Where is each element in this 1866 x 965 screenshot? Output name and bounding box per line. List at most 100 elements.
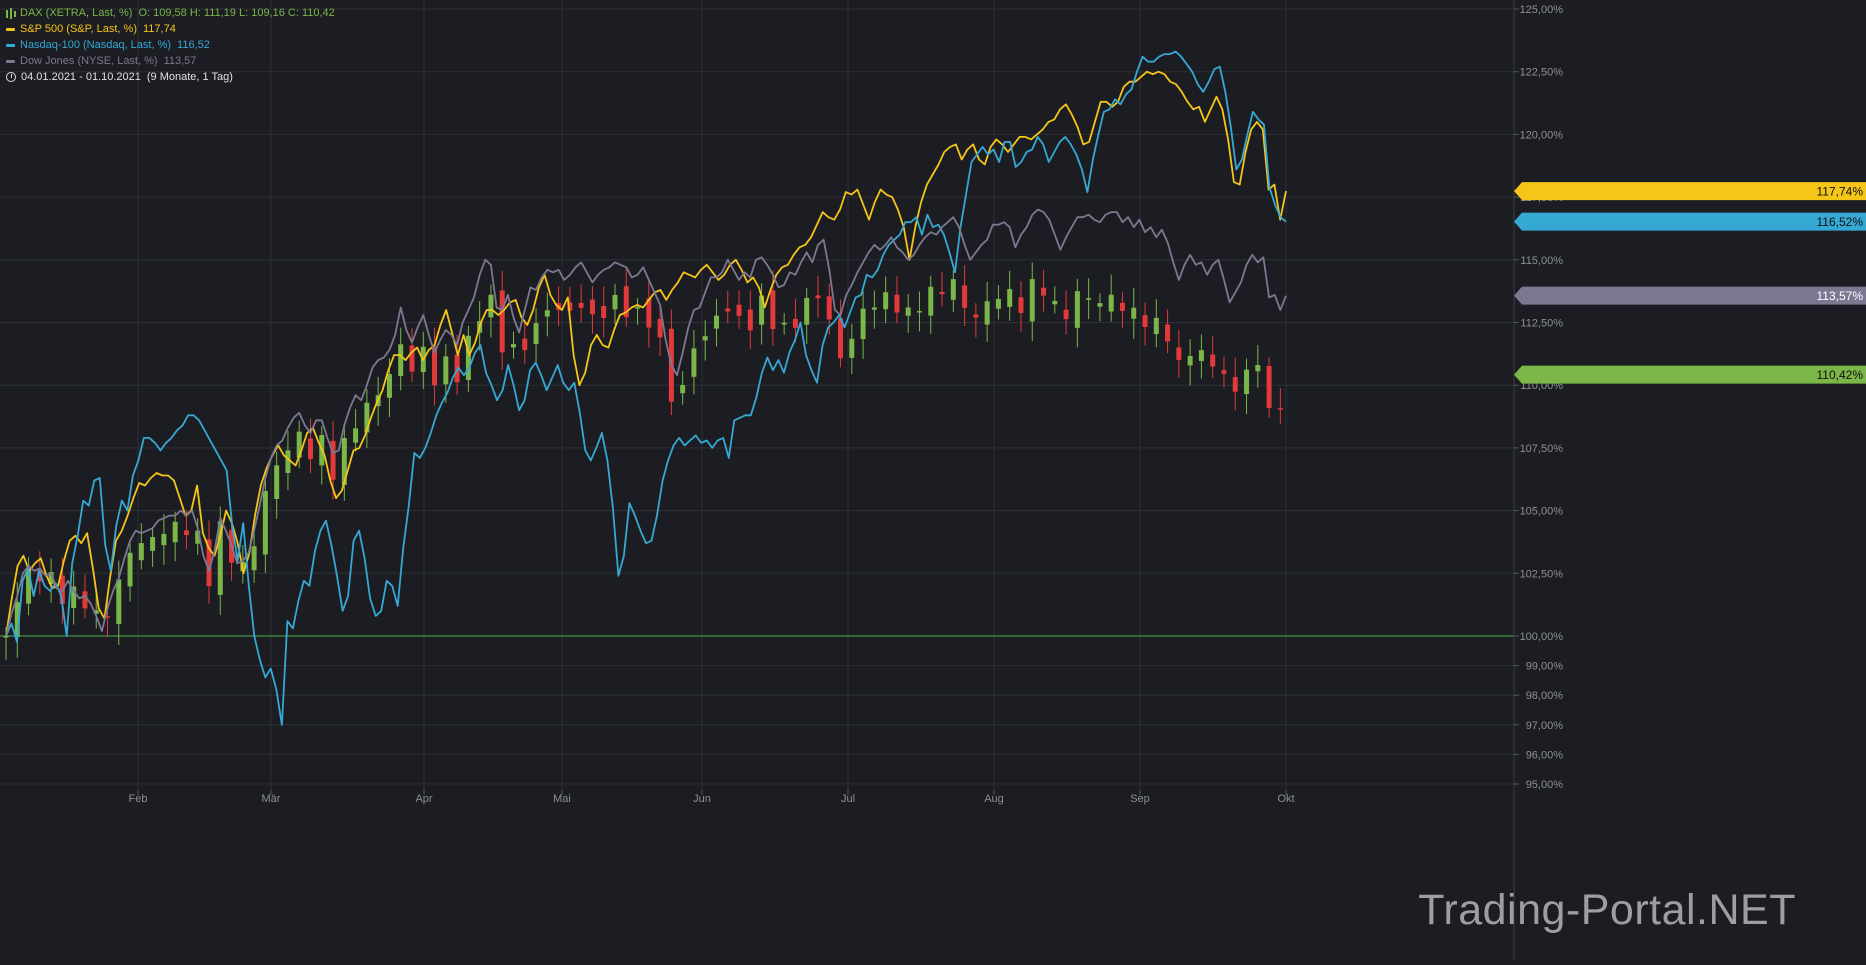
candle-body: [973, 314, 979, 318]
y-tick-label: 115,00%: [1520, 255, 1563, 267]
candle-body: [127, 552, 133, 587]
candle-body: [307, 438, 313, 460]
candle-body: [116, 579, 122, 625]
x-tick-label: Aug: [984, 793, 1004, 805]
candle-body: [747, 309, 753, 331]
legend-nasdaq-value: 116,52: [177, 39, 210, 51]
candle-body: [1074, 291, 1080, 328]
nasdaq-swatch: [6, 43, 15, 47]
candle-body: [1029, 279, 1035, 322]
candle-body: [589, 299, 595, 315]
candle-body: [1198, 350, 1204, 362]
candle-body: [195, 530, 201, 544]
candle-body: [353, 428, 359, 443]
candle-body: [37, 570, 43, 582]
candle-body: [1007, 289, 1013, 307]
candle-body: [962, 285, 968, 308]
last-value-text: 113,57%: [1817, 289, 1864, 303]
y-tick-label: 99,00%: [1526, 661, 1564, 673]
candle-body: [499, 290, 505, 353]
candle-body: [262, 490, 268, 555]
candle-body: [1131, 307, 1137, 319]
y-tick-label: 102,50%: [1520, 568, 1564, 580]
candle-body: [1176, 347, 1182, 360]
candle-body: [1277, 408, 1283, 410]
candle-body: [725, 308, 731, 312]
legend-item-nasdaq[interactable]: Nasdaq-100 (Nasdaq, Last, %) 116,52: [6, 37, 335, 53]
candle-body: [104, 616, 110, 618]
candlestick-icon: [6, 7, 17, 19]
candle-body: [792, 318, 798, 328]
dax-candles: [3, 262, 1283, 660]
candle-body: [770, 290, 776, 330]
candle-body: [804, 297, 810, 325]
legend-dow-label: Dow Jones (NYSE, Last, %): [20, 55, 158, 67]
y-tick-label: 107,50%: [1520, 443, 1564, 455]
axes: 125,00%122,50%120,00%117,50%115,00%112,5…: [129, 0, 1866, 960]
candle-body: [928, 286, 934, 316]
x-tick-label: Apr: [415, 793, 432, 805]
candle-body: [849, 338, 855, 358]
last-value-tag-dow: 113,57%: [1514, 286, 1866, 305]
candle-body: [26, 568, 32, 604]
candle-body: [341, 438, 347, 486]
y-axis-panel: [1514, 0, 1866, 960]
candle-body: [1108, 294, 1114, 312]
candle-body: [138, 543, 144, 561]
candle-body: [1086, 298, 1092, 300]
candle-body: [1221, 370, 1227, 375]
candle-body: [510, 344, 516, 348]
candle-body: [567, 302, 573, 311]
candle-body: [398, 344, 404, 377]
y-tick-label: 97,00%: [1526, 720, 1564, 732]
legend-sp500-label: S&P 500 (S&P, Last, %): [20, 23, 137, 35]
legend-item-sp500[interactable]: S&P 500 (S&P, Last, %) 117,74: [6, 21, 335, 37]
y-tick-label: 98,00%: [1526, 690, 1564, 702]
legend-item-dax[interactable]: DAX (XETRA, Last, %) O: 109,58 H: 111,19…: [6, 5, 335, 21]
legend-item-dow[interactable]: Dow Jones (NYSE, Last, %) 113,57: [6, 53, 335, 69]
candle-body: [781, 322, 787, 325]
clock-icon: [6, 72, 16, 82]
series-line-dow: [5, 208, 1287, 637]
candle-body: [1187, 355, 1193, 366]
y-tick-label: 122,50%: [1520, 67, 1564, 79]
candle-body: [612, 294, 618, 310]
x-tick-label: Mai: [553, 793, 571, 805]
candle-body: [522, 338, 528, 351]
last-value-tag-sp500: 117,74%: [1514, 182, 1866, 201]
candle-body: [206, 539, 212, 587]
candle-body: [950, 279, 956, 300]
candle-body: [217, 521, 223, 595]
legend-nasdaq-label: Nasdaq-100 (Nasdaq, Last, %): [20, 39, 172, 51]
y-tick-label: 96,00%: [1526, 749, 1564, 761]
candle-body: [736, 304, 742, 316]
candle-body: [285, 450, 291, 473]
legend-sp500-value: 117,74: [143, 23, 176, 35]
candle-body: [623, 286, 629, 318]
candle-body: [488, 294, 494, 318]
candle-body: [533, 323, 539, 345]
candle-body: [465, 335, 471, 380]
candle-body: [1232, 377, 1238, 392]
candle-body: [871, 307, 877, 310]
last-value-text: 117,74%: [1817, 185, 1864, 199]
candle-body: [1097, 303, 1103, 307]
candle-body: [544, 310, 550, 317]
candle-body: [601, 305, 607, 318]
x-tick-label: Jun: [693, 793, 711, 805]
candle-body: [883, 292, 889, 310]
series-lines: [5, 50, 1287, 726]
candle-body: [330, 440, 336, 480]
candle-body: [71, 586, 77, 609]
x-tick-label: Okt: [1277, 793, 1294, 805]
candle-body: [826, 296, 832, 320]
series-line-sp500: [5, 70, 1287, 637]
candle-body: [150, 537, 156, 551]
candle-body: [713, 315, 719, 329]
x-tick-label: Feb: [129, 793, 148, 805]
candle-body: [443, 356, 449, 385]
candle-body: [161, 533, 167, 546]
candle-body: [691, 348, 697, 377]
